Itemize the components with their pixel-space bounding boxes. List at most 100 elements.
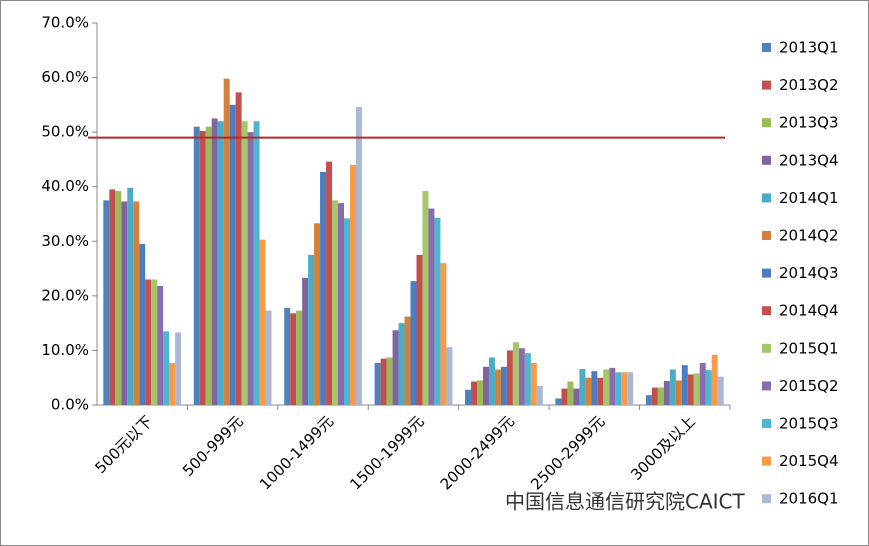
bar <box>567 381 574 405</box>
legend-label: 2014Q3 <box>779 264 839 282</box>
bar <box>561 388 568 405</box>
legend-label: 2015Q4 <box>779 452 839 470</box>
bar <box>693 373 700 405</box>
bar <box>657 387 664 405</box>
y-tick-label: 40.0% <box>41 177 89 195</box>
legend-label: 2013Q4 <box>779 151 839 169</box>
y-tick-label: 0.0% <box>51 396 89 414</box>
bar <box>349 164 356 405</box>
legend-marker <box>762 419 771 428</box>
bar <box>169 362 176 405</box>
bar <box>193 126 200 405</box>
bar <box>681 365 688 405</box>
bar <box>536 385 543 405</box>
bar <box>518 348 525 405</box>
bar <box>199 131 206 405</box>
bar <box>422 191 429 405</box>
bar <box>332 200 339 405</box>
bar <box>621 372 628 405</box>
bar <box>627 372 634 405</box>
legend-marker <box>762 381 771 391</box>
y-tick-label: 20.0% <box>41 286 89 304</box>
bar <box>223 78 230 406</box>
bar <box>284 307 291 405</box>
bar <box>241 121 248 405</box>
bar <box>103 200 110 405</box>
bar <box>109 189 116 405</box>
bar <box>711 354 718 405</box>
legend-marker <box>762 268 771 278</box>
bar <box>603 369 610 405</box>
bar <box>555 398 562 405</box>
bar <box>428 208 435 405</box>
bar <box>121 201 128 405</box>
legend-label: 2014Q1 <box>779 189 839 207</box>
bar <box>524 353 531 405</box>
y-tick-label: 70.0% <box>41 14 89 32</box>
legend-label: 2015Q1 <box>779 339 839 357</box>
bar <box>386 357 393 405</box>
watermark: 中国信息通信研究院CAICT <box>505 490 746 514</box>
legend-marker <box>762 306 771 316</box>
y-tick-label: 30.0% <box>41 232 89 250</box>
bar <box>615 372 622 405</box>
legend-marker <box>762 118 771 128</box>
legend-marker <box>762 343 771 353</box>
bar <box>494 369 501 405</box>
bar <box>446 347 453 405</box>
bar <box>217 121 224 405</box>
legend-label: 2014Q2 <box>779 227 839 245</box>
bar <box>265 310 272 405</box>
bar <box>512 342 519 405</box>
bar <box>404 316 411 405</box>
bar <box>380 358 387 405</box>
bar <box>157 286 164 405</box>
bar <box>609 367 616 405</box>
legend-marker <box>762 494 771 504</box>
bar <box>591 371 598 405</box>
y-tick-label: 60.0% <box>41 68 89 86</box>
legend-label: 2016Q1 <box>779 490 839 508</box>
bar <box>488 357 495 405</box>
bar <box>344 218 350 405</box>
bar <box>205 126 212 405</box>
bar <box>259 239 266 405</box>
bar <box>585 377 592 405</box>
y-tick-label: 10.0% <box>41 341 89 359</box>
bar <box>355 107 362 405</box>
bar <box>290 313 297 405</box>
bar <box>211 118 218 405</box>
legend-marker <box>762 231 771 240</box>
bar <box>326 161 333 405</box>
legend-marker <box>762 43 771 52</box>
bar <box>398 323 405 405</box>
bar <box>651 387 658 405</box>
bar <box>253 121 260 405</box>
legend-label: 2014Q4 <box>779 302 839 320</box>
bar <box>597 377 604 405</box>
legend-label: 2013Q3 <box>779 114 839 132</box>
bar <box>338 203 345 405</box>
bar <box>663 380 670 405</box>
bar <box>314 223 321 405</box>
bar <box>175 332 182 405</box>
bar <box>247 132 254 405</box>
bar <box>434 217 441 405</box>
bar <box>477 380 483 405</box>
bar <box>163 331 170 405</box>
bar <box>410 281 417 405</box>
bar <box>440 263 447 405</box>
bar <box>127 187 134 405</box>
y-tick-label: 50.0% <box>41 123 89 141</box>
bar <box>133 201 140 405</box>
bar <box>675 380 682 405</box>
bar <box>645 395 652 405</box>
bar <box>506 350 513 405</box>
legend-marker <box>762 456 771 466</box>
bar <box>416 254 423 405</box>
bar <box>500 366 507 405</box>
bar <box>308 254 315 405</box>
bar <box>699 362 706 405</box>
bar <box>717 376 724 405</box>
